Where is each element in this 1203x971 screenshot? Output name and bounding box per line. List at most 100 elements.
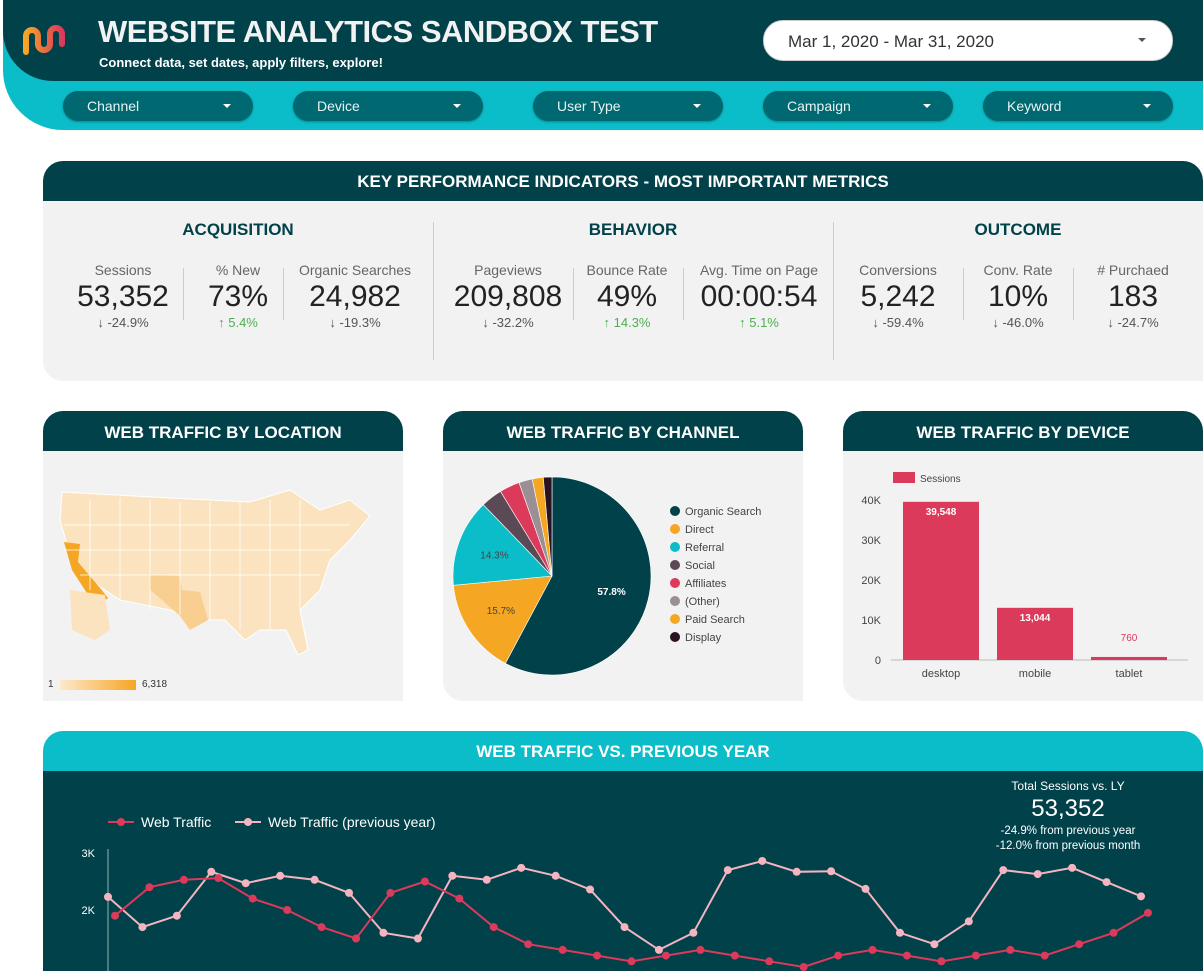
data-point xyxy=(758,856,767,865)
metric-label: Conversions xyxy=(859,262,937,278)
divider xyxy=(433,222,434,360)
y-tick-label: 20K xyxy=(861,575,881,587)
metric-label: Conv. Rate xyxy=(983,262,1053,278)
legend-item[interactable]: Direct xyxy=(670,524,714,536)
data-point xyxy=(971,951,980,960)
filter-campaign[interactable]: Campaign xyxy=(763,91,953,121)
date-range-value: Mar 1, 2020 - Mar 31, 2020 xyxy=(788,32,995,51)
x-tick-label: mobile xyxy=(1019,668,1051,680)
legend-item[interactable]: Affiliates xyxy=(670,578,726,590)
legend-item[interactable]: Paid Search xyxy=(670,614,745,626)
data-point xyxy=(317,923,326,932)
legend-label: Social xyxy=(685,560,715,572)
data-point xyxy=(386,888,395,897)
page-title: WEBSITE ANALYTICS SANDBOX TEST xyxy=(98,14,658,49)
data-point xyxy=(379,928,388,937)
divider xyxy=(683,268,684,320)
legend-item[interactable]: Social xyxy=(670,560,715,572)
kpi-metric: Organic Searches 24,982 ↓ -19.3% xyxy=(285,262,425,330)
data-point xyxy=(517,863,526,872)
bar-data-label: 39,548 xyxy=(926,507,957,518)
metric-delta: 14.3% xyxy=(613,315,651,330)
kpi-panel xyxy=(43,201,1203,381)
chevron-down-icon xyxy=(223,104,231,108)
data-point xyxy=(1040,951,1049,960)
data-point xyxy=(620,923,629,932)
data-point xyxy=(834,951,843,960)
arrow-up-icon: ↑ xyxy=(603,315,611,330)
us-map[interactable] xyxy=(50,480,390,680)
metric-delta: -24.7% xyxy=(1117,315,1159,330)
legend-label: Sessions xyxy=(920,474,961,485)
data-point xyxy=(489,923,498,932)
kpi-metric: Bounce Rate 49% ↑ 14.3% xyxy=(557,262,697,330)
traffic-line-chart[interactable]: Web Traffic Web Traffic (previous year) 2K… xyxy=(43,771,1203,971)
data-point xyxy=(1109,928,1118,937)
date-range-picker[interactable]: Mar 1, 2020 - Mar 31, 2020 xyxy=(763,20,1173,61)
legend-item[interactable]: Organic Search xyxy=(670,506,761,518)
bar-data-label: 760 xyxy=(1121,633,1138,644)
legend-marker xyxy=(117,818,125,826)
data-point xyxy=(1006,945,1015,954)
filter-keyword[interactable]: Keyword xyxy=(983,91,1173,121)
data-point xyxy=(1137,892,1145,901)
metric-label: Organic Searches xyxy=(298,262,412,278)
legend-label: Web Traffic xyxy=(141,814,211,830)
data-point xyxy=(937,957,946,966)
legend-label: Affiliates xyxy=(685,578,727,590)
data-point xyxy=(627,957,636,966)
data-point xyxy=(1075,940,1084,949)
x-tick-label: desktop xyxy=(922,668,961,680)
metric-label: # Purchaed xyxy=(1097,262,1169,278)
channel-pie-chart[interactable]: 57.8% 15.7% 14.3% xyxy=(443,451,803,701)
data-point xyxy=(524,940,533,949)
scorecard-title: Total Sessions vs. LY xyxy=(1011,779,1125,793)
kpi-section-title: ACQUISITION xyxy=(182,220,294,239)
data-point xyxy=(723,866,732,875)
legend-item[interactable]: (Other) xyxy=(670,596,720,608)
data-point xyxy=(689,928,698,937)
filter-device[interactable]: Device xyxy=(293,91,483,121)
filter-label: Device xyxy=(317,98,360,114)
data-point xyxy=(448,871,457,880)
y-tick-label: 2K xyxy=(82,905,96,917)
data-point xyxy=(413,934,422,943)
data-point xyxy=(765,957,774,966)
data-point xyxy=(104,892,112,901)
metric-value: 53,352 xyxy=(77,280,169,313)
chevron-down-icon xyxy=(693,104,701,108)
arrow-down-icon: ↓ xyxy=(97,315,104,330)
filter-channel[interactable]: Channel xyxy=(63,91,253,121)
legend-swatch xyxy=(670,560,680,570)
legend-item[interactable]: Referral xyxy=(670,542,724,554)
data-point xyxy=(999,866,1008,875)
device-bar-chart[interactable]: Sessions 0 10K 20K 30K 40K 39,548 desktop 13,044… xyxy=(843,451,1203,701)
filter-label: Channel xyxy=(87,98,140,114)
data-point xyxy=(730,951,739,960)
y-tick-label: 30K xyxy=(861,535,881,547)
arrow-down-icon: ↓ xyxy=(482,315,489,330)
scale-max: 6,318 xyxy=(142,679,168,690)
legend-swatch xyxy=(670,542,680,552)
data-point xyxy=(654,945,663,954)
filter-label: User Type xyxy=(557,98,621,114)
y-tick-label: 0 xyxy=(875,655,881,667)
bar xyxy=(1091,656,1167,660)
filter-user-type[interactable]: User Type xyxy=(533,91,723,121)
kpi-metric: % New 73% ↑ 5.4% xyxy=(168,262,308,330)
filter-label: Campaign xyxy=(787,98,851,114)
data-point xyxy=(283,906,292,914)
legend-swatch xyxy=(670,614,680,624)
data-point xyxy=(138,923,147,932)
logo-icon xyxy=(23,25,65,55)
divider xyxy=(1073,268,1074,320)
data-point xyxy=(895,928,904,937)
metric-value: 49% xyxy=(596,280,658,313)
data-point xyxy=(482,875,491,884)
divider xyxy=(183,268,184,320)
data-point xyxy=(241,879,250,888)
legend-item[interactable]: Display xyxy=(670,632,721,644)
legend-label: Display xyxy=(685,632,722,644)
kpi-header: KEY PERFORMANCE INDICATORS - MOST IMPORT… xyxy=(43,161,1203,201)
data-point xyxy=(861,884,870,893)
